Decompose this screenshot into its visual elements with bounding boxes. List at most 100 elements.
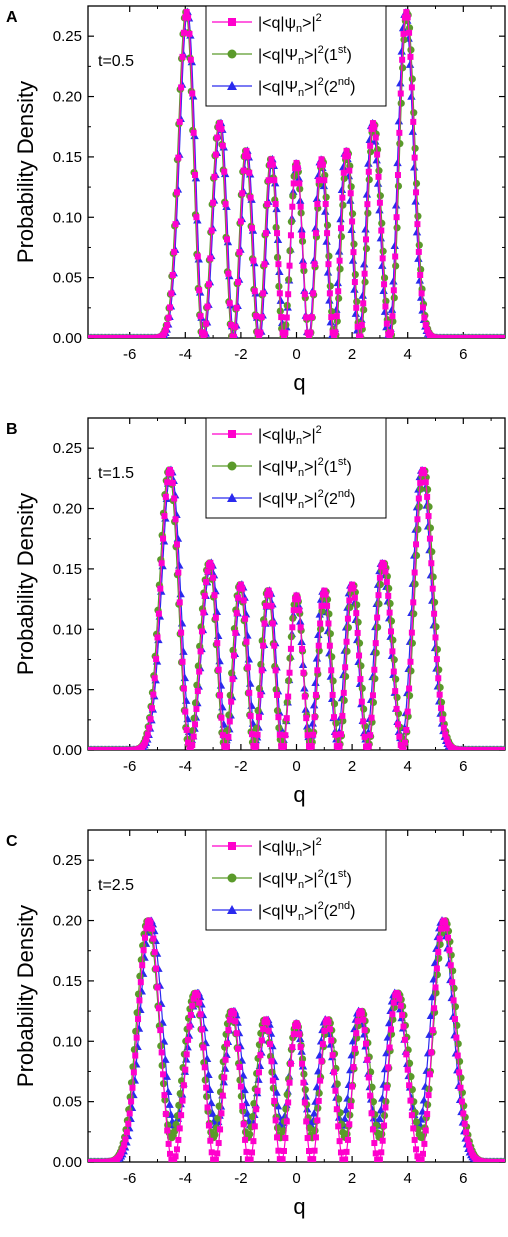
series-1-point [424,493,431,500]
series-1-point [165,1140,172,1147]
series-2-point [426,524,435,532]
series-1-point [408,1112,415,1119]
series-1-point [265,1027,272,1034]
series-1-point [230,333,237,338]
series-1-point [161,1092,168,1099]
series-1-point [367,142,374,149]
series-1-point [239,190,246,197]
series-1-point [157,1027,164,1034]
series-1-point [321,587,328,594]
series-1-point [239,1103,246,1110]
series-3-point [373,179,383,187]
series-1-point [214,134,221,141]
series-1-point [219,142,226,149]
series-1-point [261,261,268,268]
y-tick-label: 0.15 [53,561,82,578]
series-1-point [171,1157,178,1162]
series-1-point [167,1150,174,1157]
series-1-point [406,1082,413,1089]
y-tick-label: 0.00 [53,1154,82,1171]
series-1-point [197,648,204,655]
series-1-point [257,329,264,336]
series-1-point [283,1118,290,1125]
series-1-point [381,562,388,569]
series-2-point [164,1121,172,1129]
series-1-point [354,1018,361,1025]
series-1-point [353,1030,360,1037]
series-2-point [321,171,329,179]
legend: |<q|ψn>|2 |<q|Ψn>|2(1st) |<q|Ψn>|2(2nd) [205,417,387,519]
series-1-point [383,320,390,327]
series-3-point [361,224,370,233]
series-1-point [408,629,415,636]
series-3-point [308,719,317,727]
series-1-point [390,287,397,294]
series-2-point [353,601,361,609]
series-1-point [271,177,278,184]
series-1-point [282,732,289,739]
series-1-point [410,118,417,125]
time-annotation: t=2.5 [98,877,134,894]
series-3-point [425,1030,434,1038]
series-1-point [326,290,333,297]
series-1-point [322,591,329,598]
series-2-point [435,666,443,674]
series-1-point [392,253,399,260]
series-1-point [386,1044,393,1051]
series-1-point [442,919,449,926]
y-tick-label: 0.00 [53,742,82,759]
series-1-point [392,688,399,695]
chart-panel-a: 0.00 0.05 0.10 0.15 0.20 0.25 -6 -4 -2 0 2 4 6 q Proba… [0,0,508,412]
series-1-point [457,1084,464,1091]
series-1-point [311,1147,318,1154]
series-2-point [360,306,368,314]
series-3-point [162,1072,171,1080]
series-2-point [407,46,415,54]
series-1-point [351,279,358,286]
legend-marker-circle [227,873,237,883]
series-1-point [315,1097,322,1104]
y-tick-label: 0.10 [53,1033,82,1050]
series-2-point [429,573,437,581]
series-1-point [233,304,240,311]
series-2-point [412,179,421,188]
data-series-group [88,916,505,1162]
x-axis-label: q [293,370,305,395]
series-2-point [408,639,416,647]
series-1-point [361,1027,368,1034]
series-1-point [396,733,403,740]
series-1-point [421,470,428,477]
series-2-point [317,625,325,633]
series-1-point [153,965,160,972]
series-1-point [294,1022,301,1029]
series-1-point [432,984,439,991]
series-1-point [224,1040,230,1047]
series-2-point [378,1130,386,1138]
series-3-point [340,1114,349,1122]
series-1-point [168,290,175,297]
series-3-point [309,1109,319,1117]
series-1-point [186,30,193,37]
series-2-point [225,711,233,719]
series-1-point [378,227,385,234]
series-2-point [371,675,379,683]
series-1-point [335,288,342,295]
series-1-point [203,1084,210,1091]
series-1-point [155,610,162,617]
series-1-point [176,1125,183,1132]
series-1-point [450,997,457,1004]
series-1-point [160,535,167,542]
series-1-point [228,322,235,329]
series-1-point [403,1051,410,1058]
series-1-point [185,739,192,746]
series-2-point [326,282,334,290]
series-2-point [340,696,348,705]
series-3-point [376,233,386,242]
series-1-point [194,992,201,999]
series-1-point [422,321,429,328]
series-2-point [376,580,384,589]
series-3-point [272,1088,281,1096]
series-1-point [432,634,439,641]
series-1-point [425,1092,432,1099]
series-2-point [428,548,436,556]
